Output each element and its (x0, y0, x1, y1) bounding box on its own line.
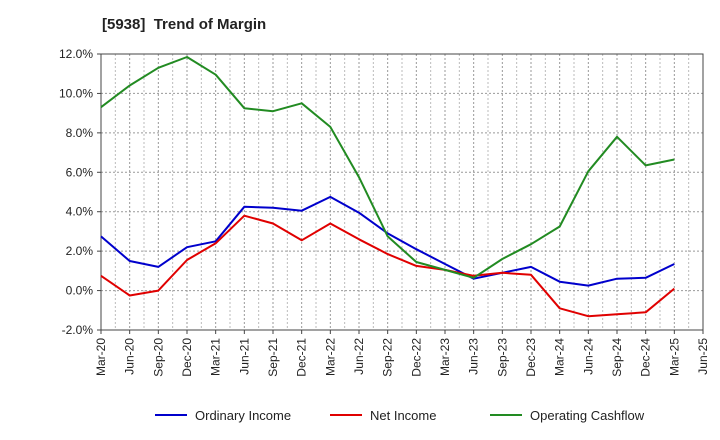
x-tick-label: Mar-23 (438, 338, 452, 376)
x-tick-label: Jun-25 (696, 338, 710, 375)
legend-label-operating-cashflow: Operating Cashflow (530, 408, 645, 423)
y-tick-label: 2.0% (66, 244, 94, 258)
series-line-net-income (100, 214, 675, 318)
series-line-operating-cashflow (100, 56, 675, 279)
y-tick-label: 12.0% (59, 47, 93, 61)
x-tick-label: Jun-20 (123, 338, 137, 375)
x-tick-label: Mar-20 (94, 338, 108, 376)
series-line-ordinary-income (100, 195, 675, 287)
x-tick-label: Jun-22 (352, 338, 366, 375)
chart-title: [5938] Trend of Margin (102, 16, 267, 33)
x-tick-label: Mar-22 (323, 338, 337, 376)
x-tick-label: Dec-20 (180, 338, 194, 377)
x-tick-label: Dec-23 (524, 338, 538, 377)
x-tick-label: Sep-22 (381, 338, 395, 377)
y-tick-label: -2.0% (62, 323, 94, 337)
grid-layer (101, 54, 703, 330)
x-tick-label: Dec-22 (409, 338, 423, 377)
x-tick-label: Sep-21 (266, 338, 280, 377)
series-layer (100, 56, 675, 318)
x-tick-label: Jun-21 (237, 338, 251, 375)
legend-label-ordinary-income: Ordinary Income (195, 408, 291, 423)
y-tick-label: 10.0% (59, 86, 93, 100)
x-tick-label: Dec-24 (639, 338, 653, 377)
x-axis-ticks: Mar-20 Jun-20 Sep-20 Dec-20 Mar-21 Jun-21 Sep-… (94, 330, 710, 377)
x-tick-label: Mar-25 (667, 338, 681, 376)
y-tick-label: 0.0% (66, 284, 94, 298)
y-tick-label: 4.0% (66, 205, 94, 219)
y-tick-label: 8.0% (66, 126, 94, 140)
x-tick-label: Jun-24 (581, 338, 595, 375)
x-tick-label: Sep-20 (151, 338, 165, 377)
plot-frame (100, 53, 704, 331)
x-tick-label: Sep-24 (610, 338, 624, 377)
x-tick-label: Dec-21 (295, 338, 309, 377)
legend: Ordinary Income Net Income Operating Cashf… (155, 408, 645, 423)
legend-label-net-income: Net Income (370, 408, 436, 423)
y-axis-ticks: -2.0% 0.0% 2.0% 4.0% 6.0% 8.0% 10.0% 12.0% (59, 47, 101, 337)
x-tick-label: Jun-23 (467, 338, 481, 375)
y-tick-label: 6.0% (66, 165, 94, 179)
x-tick-label: Sep-23 (495, 338, 509, 377)
x-tick-label: Mar-21 (209, 338, 223, 376)
x-tick-label: Mar-24 (553, 338, 567, 376)
